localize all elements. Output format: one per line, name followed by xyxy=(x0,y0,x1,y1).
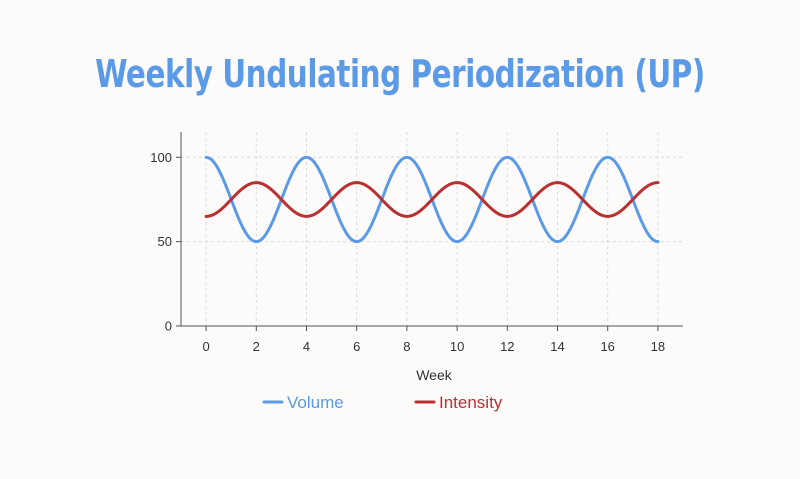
x-tick-label: 6 xyxy=(353,339,360,354)
y-tick-label: 100 xyxy=(150,150,172,165)
x-tick-label: 18 xyxy=(651,339,665,354)
series-line-intensity xyxy=(204,181,660,218)
legend-label-volume: Volume xyxy=(287,393,344,412)
x-tick-label: 0 xyxy=(202,339,209,354)
x-tick-label: 14 xyxy=(550,339,564,354)
legend-label-intensity: Intensity xyxy=(439,393,503,412)
x-tick-label: 12 xyxy=(500,339,514,354)
x-tick-label: 16 xyxy=(600,339,614,354)
x-tick-label: 2 xyxy=(253,339,260,354)
x-tick-label: 8 xyxy=(403,339,410,354)
chart-title: Weekly Undulating Periodization (UP) xyxy=(95,52,705,96)
x-axis-title: Week xyxy=(416,367,453,383)
y-tick-label: 0 xyxy=(165,319,172,334)
y-tick-label: 50 xyxy=(158,234,172,249)
x-tick-label: 10 xyxy=(450,339,464,354)
x-tick-label: 4 xyxy=(303,339,310,354)
